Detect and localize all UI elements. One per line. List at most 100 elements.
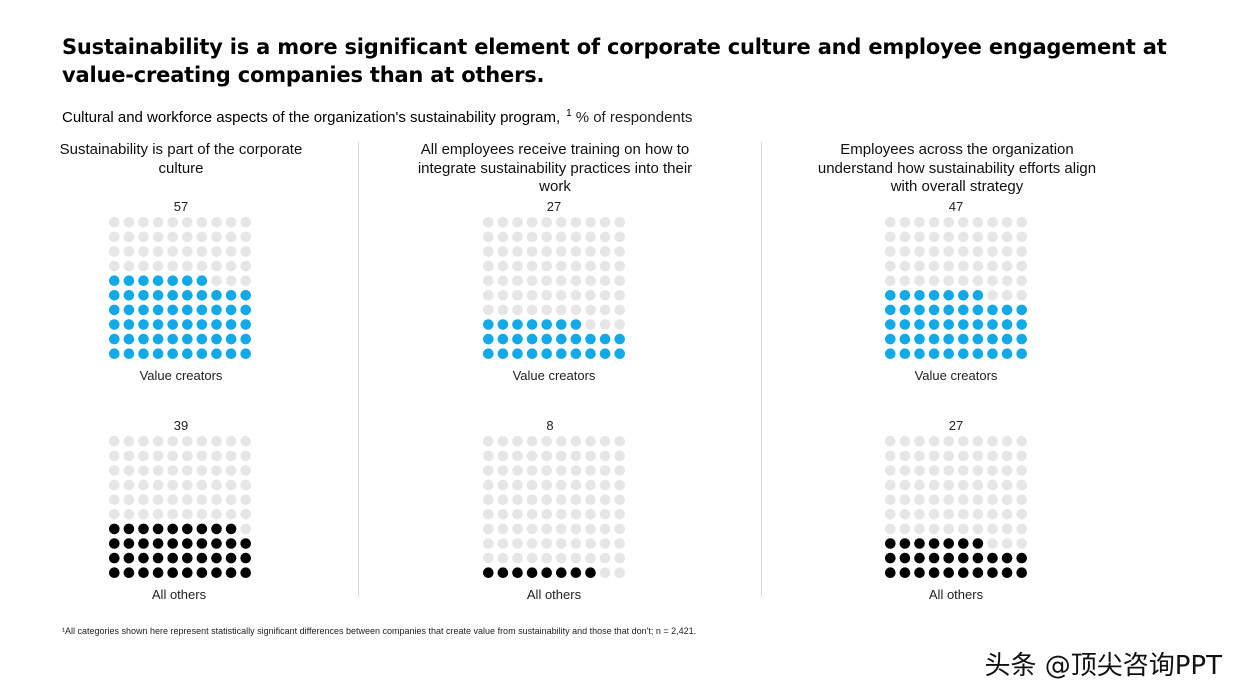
waffle-dot-empty xyxy=(987,260,998,272)
waffle-dot-filled xyxy=(167,552,178,564)
waffle-dot-filled xyxy=(958,552,969,564)
waffle-dot-empty xyxy=(943,217,954,228)
waffle-dot-empty xyxy=(211,231,222,243)
waffle-dot-filled xyxy=(1001,552,1013,564)
waffle-dot-empty xyxy=(972,479,984,491)
waffle-dot-empty xyxy=(1001,450,1013,462)
waffle-dot-empty xyxy=(541,552,552,564)
waffle-dot-empty xyxy=(599,217,611,228)
waffle-dot-empty xyxy=(182,494,193,505)
waffle-dot-filled xyxy=(109,567,120,578)
chart-1-all-others-value: 39 xyxy=(173,418,189,433)
waffle-dot-empty xyxy=(1016,494,1027,505)
waffle-dot-empty xyxy=(196,494,208,505)
waffle-dot-empty xyxy=(240,217,251,228)
waffle-dot-empty xyxy=(943,275,954,286)
waffle-dot-empty xyxy=(138,217,149,228)
waffle-dot-empty xyxy=(614,275,625,286)
waffle-dot-empty xyxy=(585,304,596,316)
waffle-dot-empty xyxy=(899,275,911,286)
waffle-dot-empty xyxy=(928,231,940,243)
waffle-dot-empty xyxy=(958,450,969,462)
waffle-dot-filled xyxy=(1001,567,1013,578)
chart-3-value-creators-value: 47 xyxy=(948,199,964,214)
waffle-dot-filled xyxy=(211,552,222,564)
waffle-dot-filled xyxy=(167,304,178,316)
waffle-dot-empty xyxy=(526,494,538,505)
waffle-dot-filled xyxy=(1001,333,1013,345)
waffle-dot-filled xyxy=(987,348,998,359)
waffle-dot-empty xyxy=(123,479,135,491)
waffle-dot-filled xyxy=(152,538,164,549)
waffle-dot-empty xyxy=(614,217,625,228)
waffle-dot-empty xyxy=(512,275,523,286)
waffle-dot-filled xyxy=(943,333,954,345)
waffle-dot-filled xyxy=(109,348,120,359)
waffle-dot-empty xyxy=(483,509,494,520)
waffle-dot-empty xyxy=(614,479,625,491)
waffle-dot-empty xyxy=(483,538,494,549)
waffle-dot-filled xyxy=(914,348,925,359)
waffle-dot-empty xyxy=(541,465,552,476)
waffle-dot-empty xyxy=(526,552,538,564)
waffle-dot-filled xyxy=(138,290,149,301)
waffle-dot-empty xyxy=(599,246,611,257)
waffle-dot-empty xyxy=(899,523,911,535)
chart-2-title: All employees receive training on how to… xyxy=(417,141,693,195)
waffle-dot-empty xyxy=(556,231,567,243)
waffle-dot-empty xyxy=(585,436,596,447)
waffle-dot-empty xyxy=(928,509,940,520)
waffle-dot-filled xyxy=(211,319,222,330)
waffle-dot-empty xyxy=(541,275,552,286)
waffle-dot-filled xyxy=(138,523,149,535)
waffle-dot-empty xyxy=(914,523,925,535)
waffle-dot-filled xyxy=(928,538,940,549)
waffle-dot-empty xyxy=(972,217,984,228)
waffle-dot-empty xyxy=(943,479,954,491)
waffle-dot-filled xyxy=(109,552,120,564)
waffle-dot-empty xyxy=(541,538,552,549)
waffle-dot-filled xyxy=(958,538,969,549)
waffle-dot-empty xyxy=(556,290,567,301)
waffle-dot-empty xyxy=(152,479,164,491)
waffle-dot-filled xyxy=(899,552,911,564)
waffle-dot-empty xyxy=(556,494,567,505)
waffle-dot-empty xyxy=(1016,217,1027,228)
waffle-dot-filled xyxy=(1001,304,1013,316)
waffle-dot-empty xyxy=(987,246,998,257)
chart-3-all-others-waffle xyxy=(885,436,1027,578)
waffle-dot-empty xyxy=(109,509,120,520)
waffle-dot-empty xyxy=(972,231,984,243)
waffle-dot-filled xyxy=(240,319,251,330)
waffle-dot-empty xyxy=(512,246,523,257)
waffle-dot-empty xyxy=(928,465,940,476)
waffle-dot-filled xyxy=(512,567,523,578)
waffle-dot-empty xyxy=(987,465,998,476)
waffle-dot-empty xyxy=(167,246,178,257)
waffle-dot-empty xyxy=(182,260,193,272)
waffle-dot-empty xyxy=(541,246,552,257)
waffle-dot-empty xyxy=(123,217,135,228)
waffle-dot-empty xyxy=(526,246,538,257)
chart-1-all-others-label: All others xyxy=(151,587,207,602)
waffle-dot-empty xyxy=(152,450,164,462)
waffle-dot-empty xyxy=(512,494,523,505)
waffle-dot-empty xyxy=(497,523,509,535)
waffle-dot-empty xyxy=(1001,465,1013,476)
waffle-dot-empty xyxy=(240,275,251,286)
waffle-dot-filled xyxy=(987,319,998,330)
waffle-dot-empty xyxy=(899,246,911,257)
waffle-dot-filled xyxy=(885,290,896,301)
waffle-dot-empty xyxy=(614,436,625,447)
waffle-dot-empty xyxy=(914,509,925,520)
waffle-dot-empty xyxy=(987,217,998,228)
waffle-dot-empty xyxy=(512,231,523,243)
waffle-dot-filled xyxy=(570,567,582,578)
waffle-dot-empty xyxy=(1001,231,1013,243)
waffle-dot-filled xyxy=(138,538,149,549)
waffle-dot-empty xyxy=(614,260,625,272)
waffle-dot-empty xyxy=(1001,494,1013,505)
waffle-dot-filled xyxy=(109,333,120,345)
waffle-dot-filled xyxy=(526,567,538,578)
waffle-dot-filled xyxy=(570,319,582,330)
